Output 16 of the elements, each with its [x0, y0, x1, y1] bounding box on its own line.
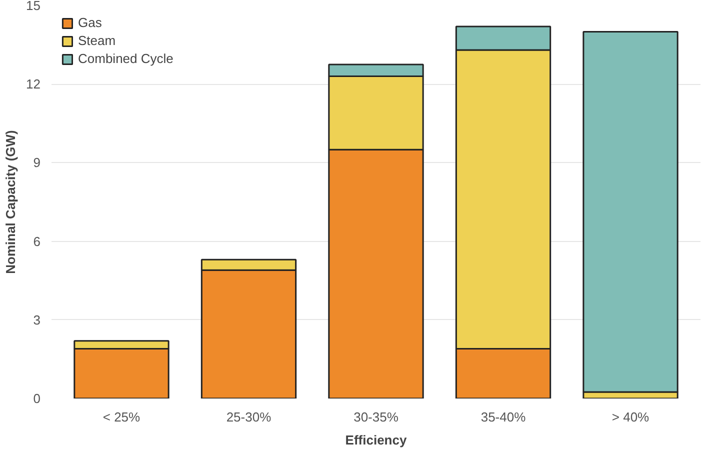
legend-label: Combined Cycle — [78, 51, 174, 66]
x-tick-label: 30-35% — [354, 410, 399, 424]
y-tick-label: 6 — [33, 234, 41, 249]
y-tick-label: 9 — [33, 155, 41, 170]
x-axis-title: Efficiency — [345, 432, 408, 448]
x-tick-label: > 40% — [612, 410, 650, 424]
x-tick-label: 25-30% — [226, 410, 272, 424]
y-tick-label: 3 — [33, 312, 41, 328]
y-axis-title: Nominal Capacity (GW) — [3, 130, 18, 274]
x-tick-label: 35-40% — [480, 410, 526, 424]
legend-label: Gas — [78, 15, 102, 30]
legend-label: Steam — [78, 33, 116, 48]
y-tick-label: 12 — [26, 76, 41, 92]
y-tick-label: 15 — [26, 0, 41, 13]
y-tick-label: 0 — [33, 391, 41, 406]
x-tick-label: < 25% — [102, 410, 141, 424]
